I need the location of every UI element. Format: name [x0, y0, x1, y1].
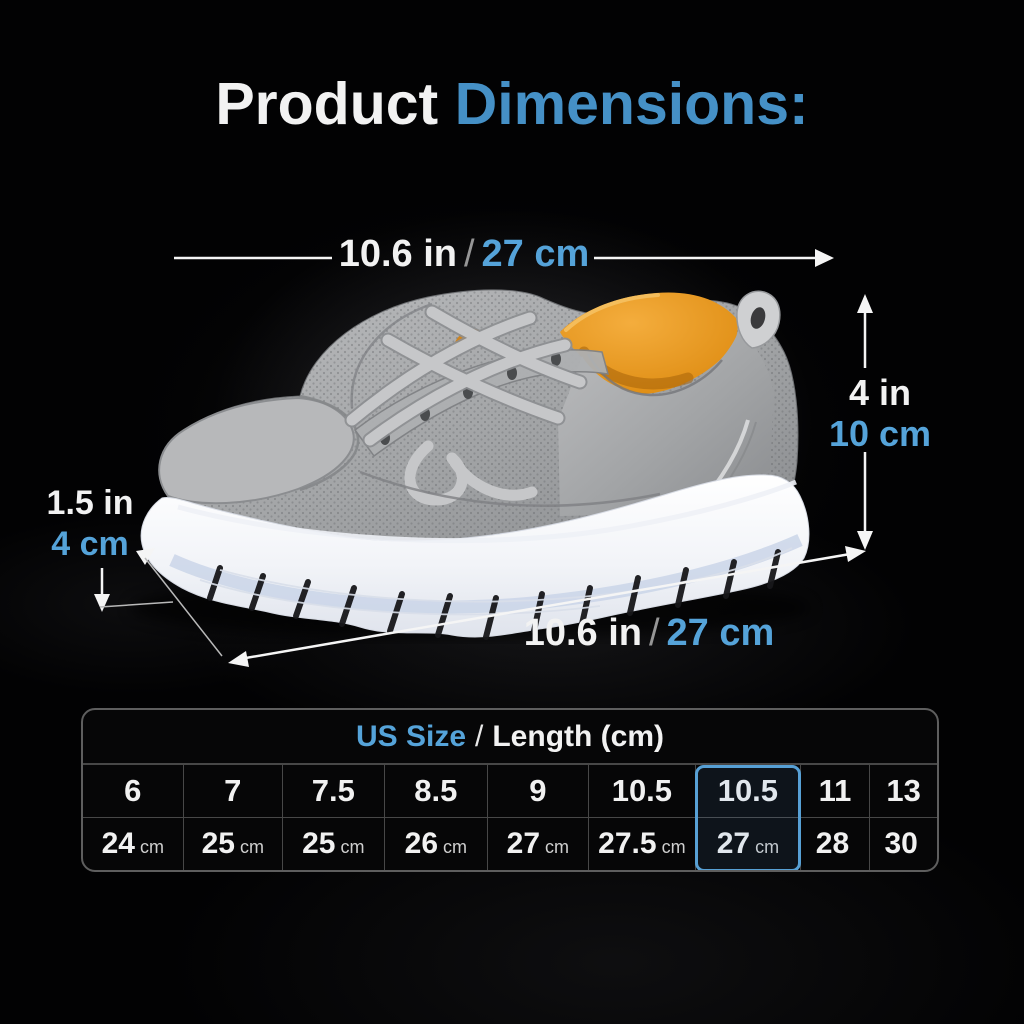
bottom-length-inches: 10.6 in: [523, 612, 642, 654]
shoe-topline: [558, 330, 774, 516]
dimension-arrows: [94, 249, 873, 667]
sole-height-metric: 4 cm: [51, 525, 129, 563]
side-height-inches: 4 in: [848, 372, 911, 413]
size-table-header-us-size: US Size: [355, 719, 467, 753]
top-length-dimension-label: 10.6 in/27 cm: [336, 233, 592, 276]
shoe-toe-cap: [158, 394, 360, 505]
side-height-dimension-label: 4 in 10 cm: [814, 372, 946, 454]
size-cell: 7: [183, 765, 284, 818]
length-cell: 25 cm: [283, 818, 385, 870]
size-table: US Size / Length (cm) 6 7 7.5 8.5 9 10.5…: [81, 708, 939, 872]
size-table-header-separator: /: [475, 719, 484, 753]
size-cell: 11: [800, 765, 871, 818]
bottom-length-dimension-label: 10.6 in/27 cm: [512, 612, 786, 655]
size-cell: 7.5: [283, 765, 385, 818]
size-table-header: US Size / Length (cm): [83, 710, 937, 765]
shoe-sole: [140, 474, 810, 640]
size-cell: 9: [488, 765, 589, 818]
top-length-separator: /: [463, 233, 475, 275]
sole-height-dimension-label: 1.5 in 4 cm: [32, 483, 148, 565]
shoe-laces: [344, 304, 588, 506]
size-cell: 13: [870, 765, 937, 818]
size-cell-highlighted: 10.5: [696, 765, 801, 818]
size-cell: 6: [83, 765, 184, 818]
bottom-length-separator: /: [648, 612, 660, 654]
length-cell: 30: [884, 827, 918, 860]
side-height-metric: 10 cm: [828, 413, 932, 454]
sole-height-inches: 1.5 in: [46, 484, 134, 522]
length-cell: 24 cm: [83, 818, 184, 870]
shoe-heel-tab: [736, 290, 781, 349]
bottom-length-metric: 27 cm: [666, 612, 775, 654]
size-table-header-length: Length (cm): [492, 719, 665, 753]
page-title-white: Product: [215, 71, 439, 137]
length-cell: 26 cm: [385, 818, 489, 870]
top-length-inches: 10.6 in: [338, 233, 457, 275]
length-cell-highlighted: 27 cm: [696, 818, 801, 870]
length-cell: 25 cm: [184, 818, 284, 870]
page-title-blue: Dimensions:: [454, 71, 809, 137]
size-cell: 10.5: [588, 765, 697, 818]
page-title: Product Dimensions:: [0, 70, 1024, 138]
size-cell: 8.5: [384, 765, 489, 818]
top-length-metric: 27 cm: [481, 233, 590, 275]
length-cell: 27 cm: [488, 818, 589, 870]
length-cell: 27.5 cm: [589, 818, 697, 870]
length-cell: 28: [801, 818, 871, 870]
